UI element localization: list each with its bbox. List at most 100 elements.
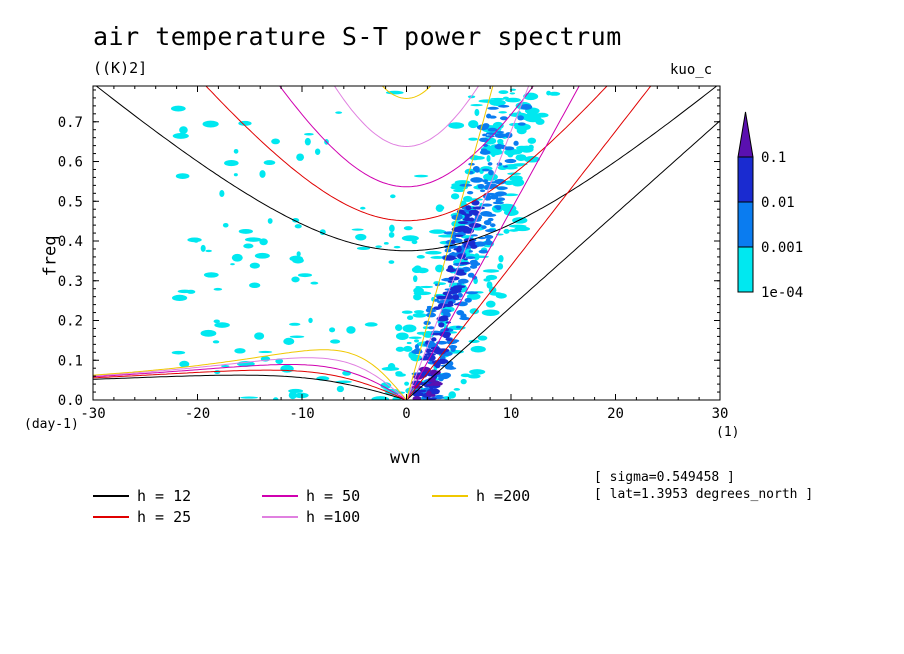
x-tick-label: -20 <box>185 406 210 422</box>
power-cell <box>424 352 436 356</box>
power-cell <box>486 154 491 163</box>
power-cell <box>411 349 423 355</box>
power-cell <box>254 252 270 259</box>
power-cell <box>433 298 439 302</box>
power-cell <box>360 206 366 210</box>
dispersion-curve-rossby-h25 <box>93 369 407 400</box>
power-cell <box>520 103 533 110</box>
power-cell <box>483 278 491 282</box>
power-cell <box>524 115 542 123</box>
power-cell <box>447 265 454 271</box>
power-cell <box>459 228 465 232</box>
power-cell <box>413 310 425 314</box>
power-cell <box>479 189 486 193</box>
power-cell <box>426 397 437 400</box>
power-cell <box>375 245 382 248</box>
power-cell <box>467 374 481 379</box>
power-cell <box>249 262 260 269</box>
power-cell <box>480 211 493 217</box>
power-cell <box>416 267 429 274</box>
power-cell <box>177 289 192 294</box>
power-cell <box>470 345 486 353</box>
power-cell <box>444 309 452 313</box>
power-cell <box>548 91 561 96</box>
legend-swatch <box>432 495 468 497</box>
power-cell <box>455 270 465 276</box>
power-cell <box>462 195 473 203</box>
power-cell <box>346 326 356 334</box>
power-cell <box>214 370 221 375</box>
power-cell <box>478 249 488 254</box>
power-cell <box>494 133 507 139</box>
power-cell <box>179 360 190 368</box>
power-cell <box>470 104 483 107</box>
power-cell <box>470 234 478 237</box>
power-cell <box>469 217 475 222</box>
power-cell <box>495 205 502 211</box>
legend-swatch <box>262 516 298 518</box>
x-tick-label: 30 <box>712 406 729 422</box>
power-cell <box>466 293 481 300</box>
power-cell <box>403 226 413 231</box>
power-cell <box>484 185 489 191</box>
power-cell <box>443 334 450 339</box>
power-cell <box>423 320 431 326</box>
dispersion-curve-kelvin-h100 <box>406 86 530 400</box>
power-cell <box>170 105 186 112</box>
power-cell <box>469 155 480 161</box>
power-cell <box>499 116 508 121</box>
power-cell <box>515 154 527 161</box>
power-cell <box>468 250 473 253</box>
power-cell <box>508 224 527 228</box>
power-cell <box>395 332 409 340</box>
power-cell <box>393 245 401 249</box>
power-cell <box>424 348 432 354</box>
power-cell <box>494 178 506 185</box>
power-cell <box>535 112 549 118</box>
y-tick-label: 0.6 <box>58 155 83 171</box>
power-cell <box>481 309 500 316</box>
power-cell <box>503 146 515 151</box>
power-cell <box>430 256 445 259</box>
power-cell <box>356 246 371 250</box>
power-cell <box>254 332 265 340</box>
x-tick-label: 0 <box>402 406 410 422</box>
dispersion-curve-kelvin-h12 <box>406 120 720 400</box>
power-cell <box>280 364 294 373</box>
power-cell <box>422 355 429 360</box>
power-cell <box>494 143 504 150</box>
y-tick-label: 0.7 <box>58 115 83 131</box>
y-unit-label: (day-1) <box>24 417 79 432</box>
power-cell <box>503 193 519 197</box>
colorbar-label: 0.1 <box>761 150 786 166</box>
colorbar-label: 0.001 <box>761 240 803 256</box>
legend-item: h = 12 <box>93 487 191 505</box>
power-cell <box>222 223 229 228</box>
power-cell <box>488 115 497 119</box>
power-cell <box>171 294 188 302</box>
power-cell <box>267 218 273 224</box>
power-cell <box>469 369 486 375</box>
power-cell <box>175 173 190 179</box>
power-cell <box>294 392 309 399</box>
power-cell <box>497 263 504 270</box>
y-tick-label: 0.1 <box>58 353 83 369</box>
power-cell <box>419 392 424 397</box>
power-cell <box>471 200 480 206</box>
power-cell <box>487 162 493 166</box>
chart-title: air temperature S-T power spectrum <box>93 22 622 51</box>
power-cell <box>205 249 212 253</box>
power-cell <box>481 179 489 183</box>
power-cell <box>200 329 217 337</box>
colorbar-label: 0.01 <box>761 195 795 211</box>
colorbar-segment <box>737 201 754 248</box>
power-cell <box>460 313 467 319</box>
power-cell <box>427 326 435 330</box>
power-cell <box>172 132 189 139</box>
power-cell <box>474 108 480 117</box>
power-cell <box>429 350 441 353</box>
power-cell <box>213 287 223 291</box>
power-cell <box>468 120 479 129</box>
legend-label: h =200 <box>476 487 531 505</box>
x-axis-label: wvn <box>390 448 421 468</box>
